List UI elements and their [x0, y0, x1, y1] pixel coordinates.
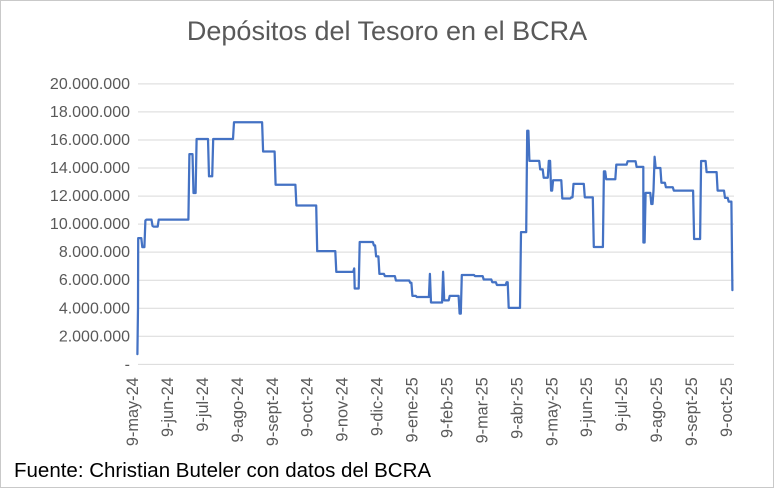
svg-text:9-may-25: 9-may-25 [543, 377, 561, 446]
svg-text:20.000.000: 20.000.000 [50, 76, 130, 93]
svg-text:Depósitos del Tesoro en el BCR: Depósitos del Tesoro en el BCRA [187, 16, 587, 46]
svg-text:14.000.000: 14.000.000 [50, 160, 130, 177]
svg-text:9-sept-24: 9-sept-24 [264, 377, 282, 446]
svg-text:2.000.000: 2.000.000 [59, 328, 130, 345]
svg-text:8.000.000: 8.000.000 [59, 244, 130, 261]
svg-text:9-jul-24: 9-jul-24 [194, 377, 212, 431]
svg-text:9-ago-25: 9-ago-25 [648, 377, 666, 442]
svg-text:9-oct-24: 9-oct-24 [299, 377, 317, 437]
svg-text:9-ago-24: 9-ago-24 [229, 377, 247, 442]
svg-text:16.000.000: 16.000.000 [50, 132, 130, 149]
svg-text:9-may-24: 9-may-24 [124, 377, 142, 446]
svg-text:4.000.000: 4.000.000 [59, 300, 130, 317]
svg-text:9-oct-25: 9-oct-25 [718, 377, 736, 437]
svg-text:9-feb-25: 9-feb-25 [439, 377, 457, 438]
svg-text:9-dic-24: 9-dic-24 [369, 377, 387, 436]
svg-text:9-nov-24: 9-nov-24 [334, 377, 352, 441]
svg-text:9-mar-25: 9-mar-25 [473, 377, 491, 443]
svg-text:9-jul-25: 9-jul-25 [613, 377, 631, 431]
svg-text:9-abr-25: 9-abr-25 [508, 377, 526, 439]
svg-text:12.000.000: 12.000.000 [50, 188, 130, 205]
svg-text:Fuente: Christian Buteler con: Fuente: Christian Buteler con datos del … [14, 459, 431, 482]
svg-text:9-sept-25: 9-sept-25 [683, 377, 701, 446]
svg-text:9-jun-25: 9-jun-25 [578, 377, 596, 437]
svg-text:9-jun-24: 9-jun-24 [159, 377, 177, 437]
svg-text:-: - [125, 356, 130, 373]
svg-text:6.000.000: 6.000.000 [59, 272, 130, 289]
svg-text:10.000.000: 10.000.000 [50, 216, 130, 233]
svg-text:18.000.000: 18.000.000 [50, 104, 130, 121]
svg-text:9-ene-25: 9-ene-25 [404, 377, 422, 442]
